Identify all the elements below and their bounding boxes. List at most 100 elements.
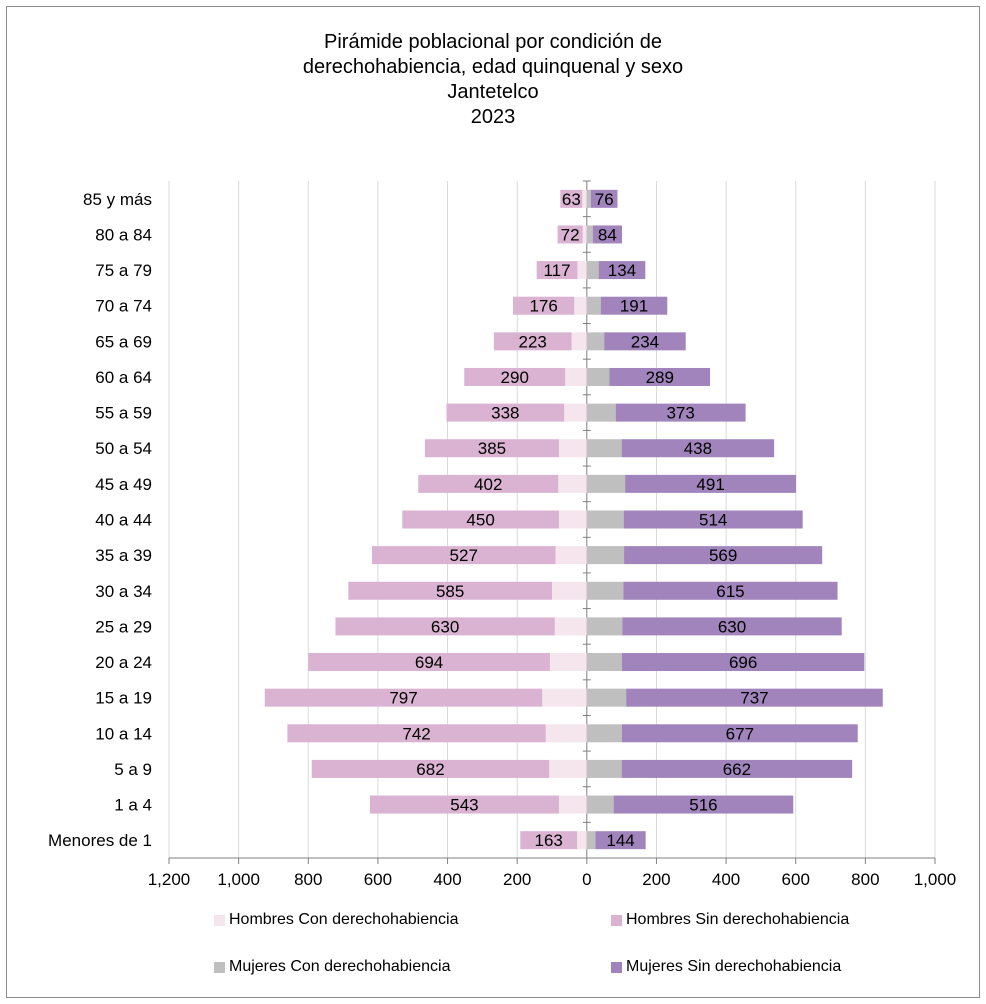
bar-mujeres-sin bbox=[590, 189, 618, 208]
bar-hombres-con bbox=[577, 831, 587, 850]
bar-mujeres-sin bbox=[613, 795, 794, 814]
bar-mujeres-sin bbox=[621, 439, 775, 458]
legend-item-hombres-sin[interactable]: Hombres Sin derechohabiencia bbox=[611, 911, 849, 929]
bar-mujeres-sin bbox=[621, 759, 853, 778]
bar-mujeres-con bbox=[586, 759, 622, 778]
bar-hombres-con bbox=[558, 474, 587, 493]
data-label-mujeres: 134 bbox=[608, 261, 636, 280]
category-label: 80 a 84 bbox=[95, 225, 152, 244]
bar-mujeres-con bbox=[586, 403, 616, 422]
legend-item-hombres-con[interactable]: Hombres Con derechohabiencia bbox=[214, 911, 458, 929]
legend-item-mujeres-con[interactable]: Mujeres Con derechohabiencia bbox=[214, 958, 450, 976]
x-tick-label: 600 bbox=[364, 870, 392, 889]
bar-mujeres-sin bbox=[621, 653, 865, 672]
category-label: 65 a 69 bbox=[95, 332, 152, 351]
bar-mujeres-con bbox=[586, 617, 623, 636]
category-label: 60 a 64 bbox=[95, 368, 152, 387]
x-tick-label: 800 bbox=[294, 870, 322, 889]
bar-hombres-con bbox=[555, 546, 587, 565]
x-tick-label: 1,200 bbox=[148, 870, 191, 889]
bar-mujeres-sin bbox=[598, 261, 646, 280]
bar-mujeres-sin bbox=[604, 332, 686, 351]
data-label-hombres: 543 bbox=[450, 796, 478, 815]
data-label-mujeres: 191 bbox=[620, 297, 648, 316]
category-label: 20 a 24 bbox=[95, 653, 152, 672]
legend-swatch-hombres-con bbox=[214, 914, 225, 926]
bar-mujeres-con bbox=[586, 367, 610, 386]
title-line-4: 2023 bbox=[470, 106, 516, 128]
data-label-mujeres: 84 bbox=[598, 225, 617, 244]
bar-hombres-sin bbox=[311, 759, 550, 778]
legend-item-mujeres-sin[interactable]: Mujeres Sin derechohabiencia bbox=[611, 958, 841, 976]
bar-hombres-con bbox=[542, 688, 587, 707]
bar-mujeres-con bbox=[586, 510, 624, 529]
bar-hombres-sin bbox=[418, 474, 559, 493]
x-axis: 1,200 1,000 800 600 400 200 0 200 400 600 800 1,000 bbox=[148, 180, 957, 889]
bar-mujeres-sin bbox=[623, 510, 803, 529]
legend-label-hombres-con: Hombres Con derechohabiencia bbox=[229, 911, 459, 928]
bar-hombres-sin bbox=[493, 332, 572, 351]
bar-hombres-con bbox=[552, 581, 587, 600]
bar-hombres-sin bbox=[348, 581, 552, 600]
data-label-hombres: 176 bbox=[529, 297, 557, 316]
bar-hombres-sin bbox=[371, 546, 556, 565]
data-label-hombres: 450 bbox=[466, 511, 494, 530]
data-label-hombres: 163 bbox=[535, 831, 563, 850]
data-label-hombres: 742 bbox=[402, 724, 430, 743]
bar-hombres-con bbox=[549, 653, 587, 672]
bar-mujeres-sin bbox=[600, 296, 668, 315]
category-label: 45 a 49 bbox=[95, 475, 152, 494]
data-label-mujeres: 569 bbox=[709, 546, 737, 565]
category-label: 30 a 34 bbox=[95, 582, 152, 601]
bar-hombres-con bbox=[582, 225, 587, 244]
bar-hombres-con bbox=[582, 189, 587, 208]
category-label: 70 a 74 bbox=[95, 297, 152, 316]
bar-mujeres-con bbox=[586, 688, 627, 707]
bar-hombres-sin bbox=[264, 688, 543, 707]
x-tick-label: 1,000 bbox=[914, 870, 957, 889]
bar-mujeres-con bbox=[586, 332, 605, 351]
data-label-hombres: 585 bbox=[436, 582, 464, 601]
data-label-hombres: 682 bbox=[416, 760, 444, 779]
bar-mujeres-con bbox=[586, 653, 622, 672]
x-tick-label: 200 bbox=[642, 870, 670, 889]
bar-hombres-con bbox=[564, 403, 587, 422]
bar-hombres-con bbox=[558, 510, 587, 529]
data-label-mujeres: 76 bbox=[595, 190, 614, 209]
x-tick-label: 200 bbox=[503, 870, 531, 889]
bar-mujeres-sin bbox=[609, 367, 711, 386]
bar-hombres-sin bbox=[560, 189, 583, 208]
bar-hombres-sin bbox=[520, 831, 578, 850]
bar-mujeres-con bbox=[586, 546, 625, 565]
legend-label-hombres-sin: Hombres Sin derechohabiencia bbox=[626, 911, 850, 928]
bar-mujeres-sin bbox=[624, 546, 823, 565]
data-label-hombres: 694 bbox=[415, 653, 443, 672]
bar-mujeres-con bbox=[586, 296, 601, 315]
bar-mujeres-sin bbox=[626, 688, 883, 707]
category-label: 75 a 79 bbox=[95, 261, 152, 280]
category-label: 25 a 29 bbox=[95, 617, 152, 636]
data-label-hombres: 402 bbox=[474, 475, 502, 494]
bar-hombres-sin bbox=[557, 225, 583, 244]
legend-swatch-mujeres-sin bbox=[611, 961, 622, 973]
x-tick-label: 600 bbox=[782, 870, 810, 889]
x-tick-label: 400 bbox=[712, 870, 740, 889]
category-label: 1 a 4 bbox=[114, 796, 152, 815]
legend-label-mujeres-con: Mujeres Con derechohabiencia bbox=[229, 958, 451, 975]
data-label-hombres: 338 bbox=[491, 404, 519, 423]
bar-mujeres-con bbox=[586, 831, 596, 850]
bar-hombres-sin bbox=[402, 510, 559, 529]
category-labels: 85 y más 80 a 84 75 a 79 70 a 74 65 a 69 60 a… bbox=[48, 190, 152, 850]
data-label-mujeres: 696 bbox=[729, 653, 757, 672]
bar-hombres-con bbox=[571, 332, 587, 351]
bar-hombres-con bbox=[558, 439, 587, 458]
data-label-mujeres: 615 bbox=[716, 582, 744, 601]
x-tick-label: 1,000 bbox=[217, 870, 260, 889]
bar-hombres-con bbox=[577, 261, 587, 280]
title-line-1: Pirámide poblacional por condición de bbox=[324, 31, 662, 53]
bar-hombres-sin bbox=[287, 724, 546, 743]
x-tick-label: 400 bbox=[433, 870, 461, 889]
title-line-2: derechohabiencia, edad quinquenal y sexo bbox=[302, 56, 684, 78]
data-label-mujeres: 630 bbox=[718, 617, 746, 636]
